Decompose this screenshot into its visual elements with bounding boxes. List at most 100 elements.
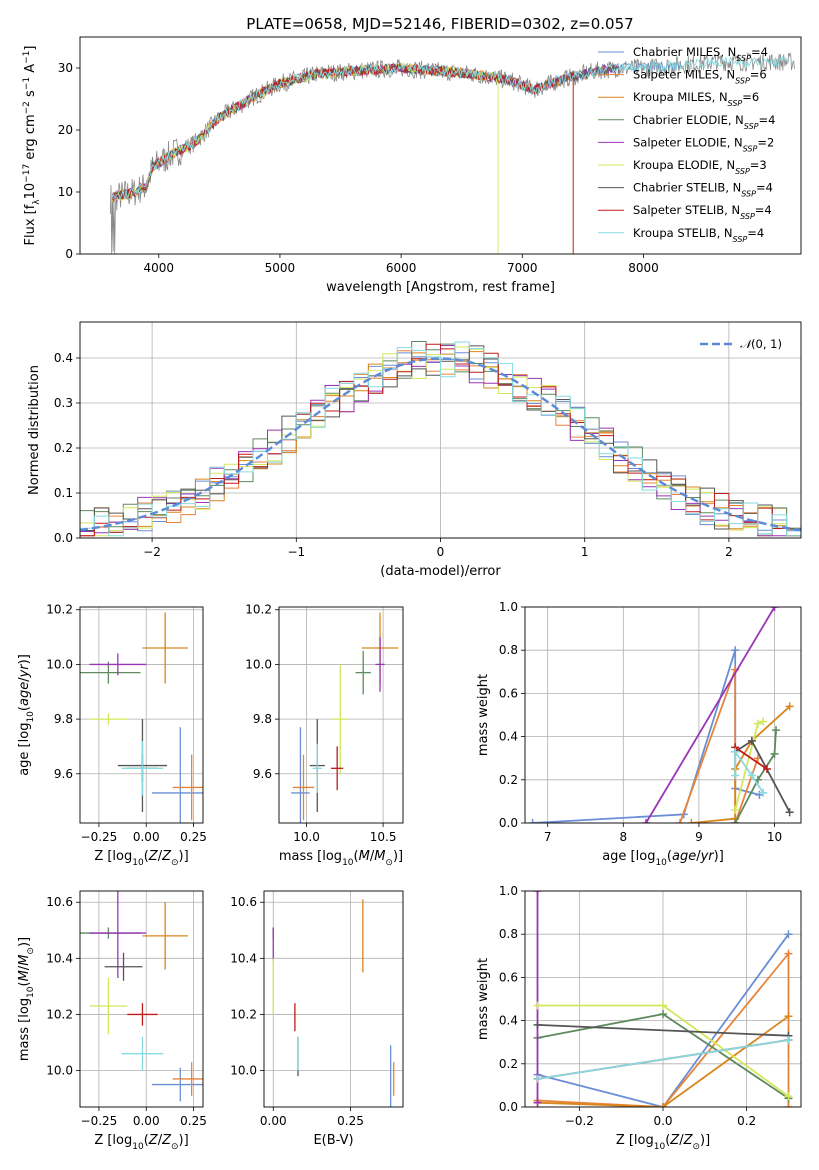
mass-vs-Z-ylabel-part: M bbox=[17, 970, 32, 981]
weight-vs-age-series-8 bbox=[731, 747, 768, 797]
spectrum-frame bbox=[79, 36, 802, 255]
spectrum-legend-n-7: =4 bbox=[755, 203, 772, 217]
spectrum-legend-n-6: =4 bbox=[756, 181, 773, 195]
age-vs-Z-point-1 bbox=[172, 754, 203, 821]
spectrum-legend-label-4: Salpeter ELODIE, NSSP=2 bbox=[633, 135, 774, 153]
age-vs-Z-ytick-label-2: 10.0 bbox=[46, 657, 73, 671]
age-vs-Z-xlabel-part: / bbox=[158, 849, 163, 864]
weight-vs-age-frame bbox=[524, 606, 802, 824]
weight-vs-Z-series-4-marker-1 bbox=[533, 1098, 542, 1107]
weight-vs-age-xtick-label-2: 9 bbox=[695, 830, 703, 844]
spectrum-ytick-label-3: 30 bbox=[58, 61, 73, 75]
mass-vs-Z-xlabel-part: / bbox=[158, 1133, 163, 1148]
mass-vs-Z-point-2 bbox=[142, 902, 188, 970]
age-vs-Z-ylabel-part: ( bbox=[17, 706, 32, 711]
weight-vs-Z-series-5 bbox=[533, 1001, 793, 1101]
weight-vs-age-series-8-marker-1 bbox=[731, 747, 740, 756]
spectrum-ylabel-part: Flux [f bbox=[23, 204, 38, 245]
mass-vs-Z-xlabel-part: )] bbox=[179, 1133, 189, 1148]
spectrum-legend-label-6: Chabrier STELIB, NSSP=4 bbox=[633, 181, 773, 199]
weight-vs-age-series-8-marker-2 bbox=[747, 771, 756, 780]
weight-vs-age-xlabel-part: yr bbox=[700, 849, 716, 864]
spectrum-legend-name-7: Salpeter STELIB, N bbox=[633, 203, 740, 217]
spectrum-lines bbox=[109, 51, 795, 254]
weight-vs-age-xtick-label-1: 8 bbox=[619, 830, 627, 844]
mass-vs-Z-frame bbox=[79, 890, 204, 1108]
weight-vs-Z-series-4-marker-0 bbox=[533, 891, 542, 895]
spectrum-ylabel-part: −2 bbox=[22, 101, 32, 114]
age-vs-Z-xtick-label-0: −0.25 bbox=[81, 830, 118, 844]
mass-vs-Z-xlabel-part: ( bbox=[144, 1133, 149, 1148]
mass-vs-Z-xlabel-part: 10 bbox=[132, 1142, 144, 1152]
weight-vs-Z-xtick-label-0: −0.2 bbox=[565, 1114, 594, 1128]
mass-vs-Z-xlabel-part: Z [log bbox=[94, 1133, 132, 1148]
age-vs-Z-ylabel-part: yr bbox=[17, 663, 32, 679]
weight-vs-age-series-4 bbox=[641, 607, 779, 823]
age-vs-mass-xlabel-part: 10 bbox=[342, 858, 354, 868]
age-vs-Z-ylabel: age [log10(age/yr)] bbox=[17, 654, 36, 776]
spectrum-legend-name-4: Salpeter ELODIE, N bbox=[633, 135, 743, 149]
weight-vs-age-xlabel-part: / bbox=[696, 849, 701, 864]
spectrum-ytick-label-1: 10 bbox=[58, 185, 73, 199]
spectrum-legend-sub-6: SSP bbox=[741, 189, 756, 198]
mass-vs-Z-ylabel-part: ⊙ bbox=[26, 947, 36, 955]
residuals-normal-curve bbox=[79, 357, 802, 532]
spectrum-legend-n-1: =6 bbox=[750, 68, 767, 82]
residuals-hist-8 bbox=[80, 341, 801, 538]
spectrum-xtick-label-4: 8000 bbox=[628, 261, 659, 275]
mass-vs-Z-ylabel-part: mass [log bbox=[17, 998, 32, 1061]
weight-vs-Z-xlabel-part: Z bbox=[683, 1133, 694, 1148]
weight-vs-Z-xlabel-part: ⊙ bbox=[692, 1142, 700, 1152]
weight-vs-age-series bbox=[528, 607, 794, 823]
weight-vs-age-series-6-marker-1 bbox=[747, 736, 756, 745]
mass-vs-Z-xtick-label-2: 0.25 bbox=[180, 1114, 207, 1128]
weight-vs-age-series-0-marker-2 bbox=[731, 646, 740, 655]
weight-vs-Z-series-2-marker-2 bbox=[784, 1012, 793, 1021]
weight-vs-age-series-5 bbox=[731, 717, 768, 815]
weight-vs-age-ytick-label-3: 0.6 bbox=[499, 686, 518, 700]
age-vs-mass-point-5 bbox=[332, 664, 348, 774]
mass-vs-ebv-ytick-label-0: 10.0 bbox=[230, 1064, 257, 1078]
mass-vs-Z-point-5 bbox=[89, 977, 128, 1035]
weight-vs-Z-ytick-label-1: 0.2 bbox=[499, 1057, 518, 1071]
weight-vs-Z-series-0-line bbox=[537, 933, 790, 1107]
spectrum-ylabel-part: ] bbox=[23, 46, 38, 51]
weight-vs-Z-series-5-marker-0 bbox=[533, 1001, 542, 1010]
spectrum-legend-label-5: Kroupa ELODIE, NSSP=3 bbox=[633, 158, 767, 176]
spectrum-legend-name-2: Kroupa MILES, N bbox=[633, 90, 728, 104]
weight-vs-age-series-3-marker-3 bbox=[772, 726, 781, 735]
weight-vs-Z-frame bbox=[524, 890, 802, 1108]
age-vs-Z-xlabel-part: Z [log bbox=[94, 849, 132, 864]
weight-vs-Z-series-6-marker-0 bbox=[533, 1020, 542, 1029]
weight-vs-Z-ytick-label-0: 0.0 bbox=[499, 1100, 518, 1114]
residuals-frame bbox=[79, 321, 802, 539]
weight-vs-age-xlabel-part: )] bbox=[714, 849, 724, 864]
age-vs-Z-frame bbox=[79, 606, 204, 824]
residuals-xtick-label-3: 1 bbox=[581, 545, 589, 559]
age-vs-mass-point-8 bbox=[312, 743, 322, 793]
age-vs-Z-ylabel-part: age [log bbox=[17, 723, 32, 776]
spectrum-legend-n-8: =4 bbox=[747, 226, 764, 240]
weight-vs-age-xlabel-part: age bbox=[672, 849, 696, 864]
age-vs-mass-xlabel-part: ( bbox=[354, 849, 359, 864]
mass-vs-Z-ylabel: mass [log10(M/M⊙)] bbox=[17, 937, 36, 1061]
spectrum-legend-n-4: =2 bbox=[757, 135, 774, 149]
age-vs-mass-ytick-label-1: 9.8 bbox=[253, 712, 272, 726]
mass-vs-Z-ylabel-part: ( bbox=[17, 981, 32, 986]
age-vs-mass-frame bbox=[278, 606, 404, 824]
age-vs-mass-xlabel-part: )] bbox=[393, 849, 403, 864]
residuals-legend-args: (0, 1) bbox=[751, 337, 782, 351]
spectrum-xtick-label-0: 4000 bbox=[143, 261, 174, 275]
spectrum-legend-name-0: Chabrier MILES, N bbox=[633, 45, 736, 59]
weight-vs-age-series-2-marker-4 bbox=[785, 702, 794, 711]
spectrum-ytick-label-0: 0 bbox=[65, 247, 73, 261]
spectrum-xtick-label-3: 7000 bbox=[507, 261, 538, 275]
spectrum-model-line-8 bbox=[112, 55, 790, 200]
age-vs-mass-xlabel-part: mass [log bbox=[279, 849, 342, 864]
mass-vs-Z-ytick-label-0: 10.0 bbox=[46, 1064, 73, 1078]
age-vs-Z-ytick-label-3: 10.2 bbox=[46, 603, 73, 617]
age-vs-Z-xtick-label-2: 0.25 bbox=[180, 830, 207, 844]
age-vs-Z-xlabel-part: Z bbox=[161, 849, 172, 864]
weight-vs-Z-series-4 bbox=[533, 891, 542, 1107]
